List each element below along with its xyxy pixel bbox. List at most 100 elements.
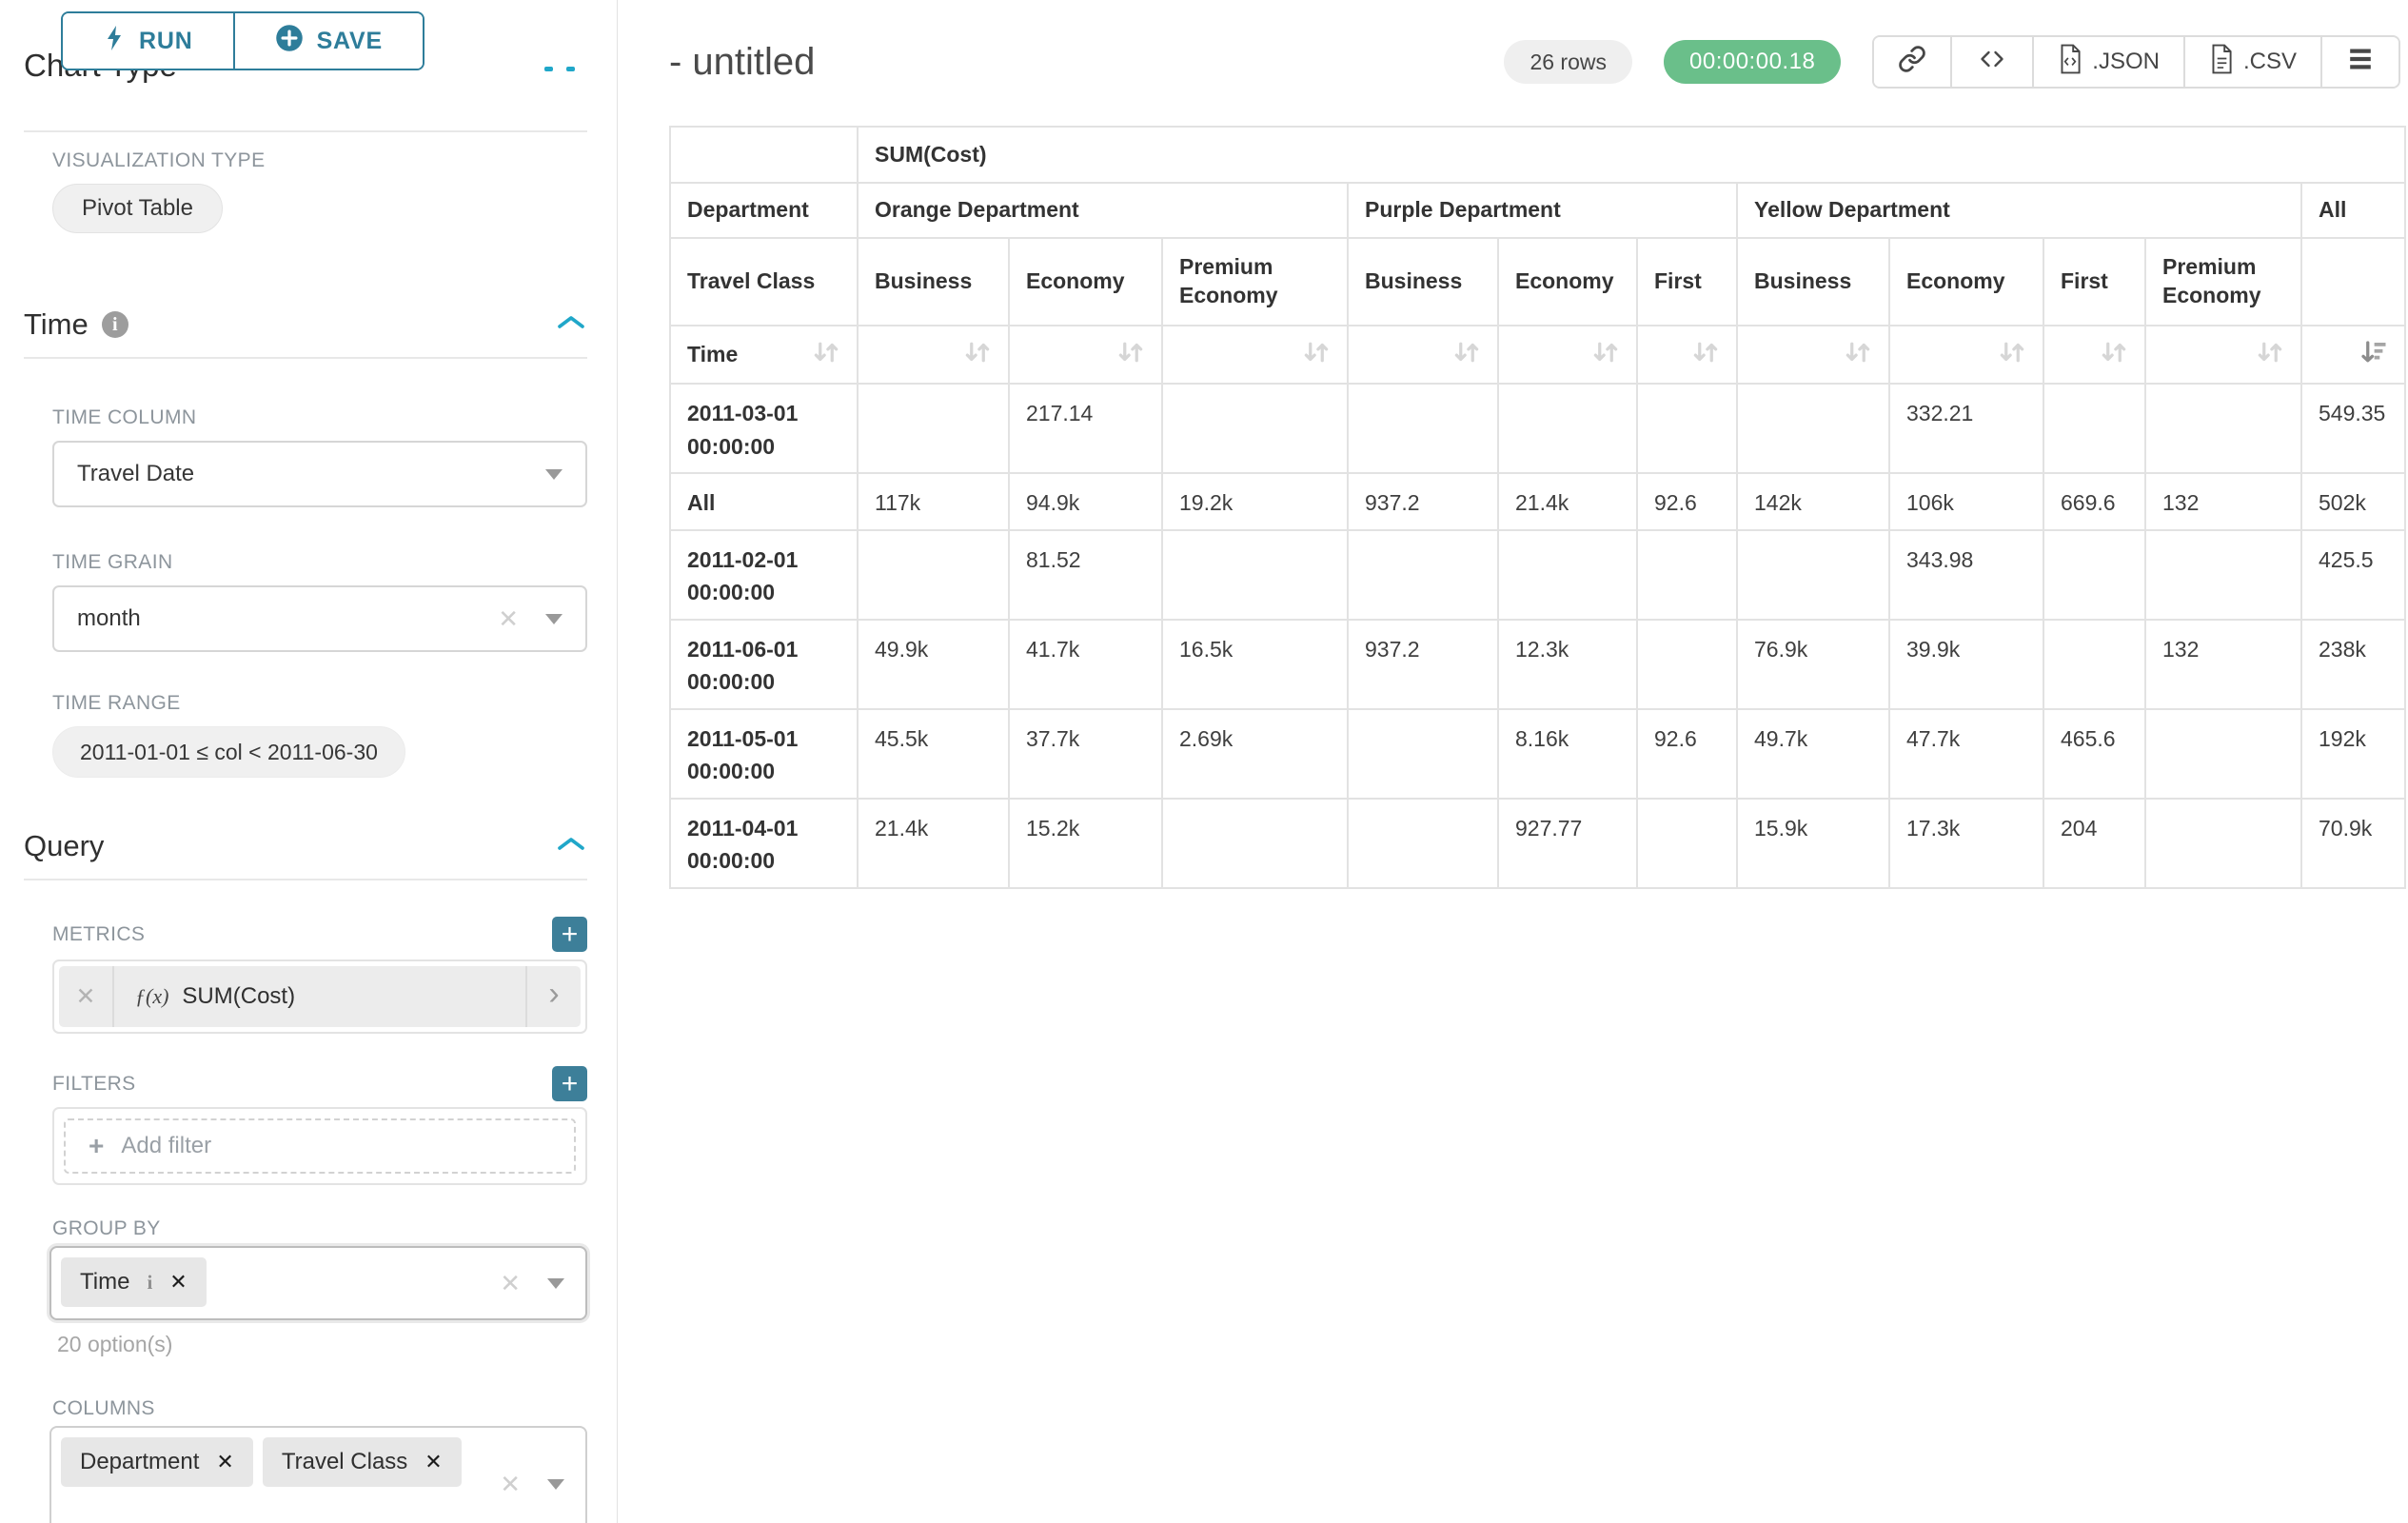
chevron-up-icon[interactable] [555,834,587,860]
save-button-label: SAVE [316,27,384,54]
add-filter-plus-button[interactable]: + [552,1066,587,1101]
chip-remove-icon[interactable]: ✕ [169,1270,188,1294]
panel-drag-dots[interactable] [544,67,575,71]
metric-header-cell: SUM(Cost) [859,128,2404,182]
value-cell [1638,385,1736,472]
value-cell: 49.9k [859,620,1008,708]
value-cell: 204 [2044,799,2144,887]
sort-icon[interactable] [1591,338,1620,372]
save-button[interactable]: SAVE [232,13,424,69]
expand-metric-icon[interactable]: › [525,966,581,1027]
columns-chip-department[interactable]: Department ✕ [61,1437,253,1487]
value-cell [859,385,1008,472]
value-cell: 549.35 [2302,385,2404,472]
sort-cell [1638,326,1736,383]
department-group-header: All [2302,184,2404,237]
sort-icon[interactable] [1998,338,2026,372]
embed-code-button[interactable] [1950,37,2033,87]
sort-icon[interactable] [1691,338,1720,372]
sort-icon[interactable] [2256,338,2284,372]
metrics-field: ✕ ƒ(x) SUM(Cost) › [52,959,587,1034]
plus-icon: + [89,1131,105,1160]
columns-chip-travel-class[interactable]: Travel Class ✕ [262,1437,462,1487]
group-by-chip-time[interactable]: Time i ✕ [61,1257,207,1307]
value-cell [1638,620,1736,708]
value-cell: 132 [2146,474,2300,529]
department-group-header: Orange Department [859,184,1347,237]
time-grain-select[interactable]: month ✕ [52,585,587,652]
row-count-badge: 26 rows [1504,40,1632,84]
group-by-select[interactable]: Time i ✕ ✕ [49,1246,587,1320]
group-by-options-hint: 20 option(s) [57,1332,173,1356]
sort-icon[interactable] [1116,338,1145,372]
clear-icon[interactable]: ✕ [498,603,519,633]
sort-icon[interactable] [1844,338,1872,372]
value-cell: 937.2 [1349,620,1497,708]
query-section-title: Query [24,829,105,862]
plus-circle-icon [275,24,304,59]
row-label-cell: 2011-02-01 00:00:00 [671,530,857,619]
travel-class-header: Economy [1010,239,1161,325]
value-cell: 94.9k [1010,474,1161,529]
sort-descending-icon[interactable] [2359,338,2388,372]
value-cell [1638,799,1736,887]
chip-remove-icon[interactable]: ✕ [216,1450,234,1474]
export-json-button[interactable]: .JSON [2032,37,2183,87]
export-csv-label: .CSV [2242,49,2297,74]
add-filter-button[interactable]: + Add filter [64,1118,576,1174]
chevron-down-icon[interactable] [547,1278,564,1289]
export-csv-button[interactable]: .CSV [2182,37,2320,87]
sort-cell [1890,326,2043,383]
value-cell [2146,385,2300,472]
run-button[interactable]: RUN [63,13,233,69]
value-cell: 343.98 [1890,530,2043,619]
value-cell: 465.6 [2044,709,2144,798]
clear-icon[interactable]: ✕ [500,1470,521,1498]
menu-button[interactable] [2320,37,2398,87]
chip-remove-icon[interactable]: ✕ [424,1450,443,1474]
sort-icon[interactable] [963,338,992,372]
time-grain-value: month [77,605,141,631]
sort-icon[interactable] [1452,338,1481,372]
time-section-header: Time i [24,306,587,344]
add-metric-button[interactable]: + [552,917,587,952]
sort-icon[interactable] [2100,338,2128,372]
query-section-header: Query [24,827,587,865]
value-cell: 332.21 [1890,385,2043,472]
time-range-pill[interactable]: 2011-01-01 ≤ col < 2011-06-30 [52,726,405,778]
columns-select[interactable]: Department ✕ Travel Class ✕ ✕ [49,1426,587,1523]
travel-class-header [2302,239,2404,325]
value-cell [859,530,1008,619]
sort-icon[interactable] [812,338,840,372]
value-cell: 15.2k [1010,799,1161,887]
remove-metric-icon[interactable]: ✕ [59,966,114,1027]
time-sort-cell: Time [671,326,857,383]
export-json-label: .JSON [2092,49,2160,74]
metric-item[interactable]: ✕ ƒ(x) SUM(Cost) › [59,966,581,1027]
share-link-button[interactable] [1874,37,1951,87]
time-column-select[interactable]: Travel Date [52,441,587,507]
filters-row: FILTERS + [0,1066,587,1101]
chip-info-icon[interactable]: i [147,1270,153,1294]
section-divider [24,357,587,359]
value-cell: 37.7k [1010,709,1161,798]
value-cell [2146,709,2300,798]
query-timer-badge: 00:00:00.18 [1664,40,1842,84]
chevron-up-icon[interactable] [555,312,587,338]
value-cell: 76.9k [1738,620,1888,708]
metric-name: SUM(Cost) [182,983,296,1009]
visualization-type-pill[interactable]: Pivot Table [52,184,223,233]
sort-icon[interactable] [1302,338,1331,372]
value-cell: 2.69k [1163,709,1347,798]
value-cell: 17.3k [1890,799,2043,887]
sort-cell [1163,326,1347,383]
file-code-icon [2058,44,2082,81]
chevron-down-icon[interactable] [547,1479,564,1490]
value-cell [1738,530,1888,619]
travel-class-header: Premium Economy [1163,239,1347,325]
time-column-value: Travel Date [77,461,195,486]
info-icon[interactable]: i [101,311,128,338]
value-cell [2146,799,2300,887]
clear-icon[interactable]: ✕ [500,1269,521,1297]
